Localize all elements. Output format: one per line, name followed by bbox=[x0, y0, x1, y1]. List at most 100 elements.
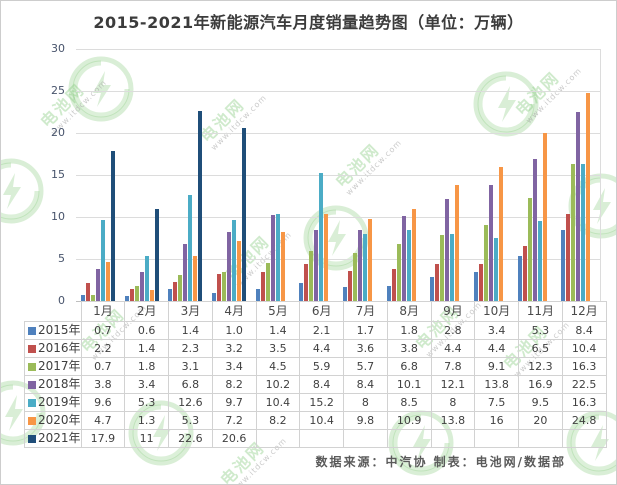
value-cell bbox=[518, 429, 563, 448]
bar bbox=[391, 269, 396, 301]
bar bbox=[411, 209, 416, 301]
year-label: 2018年 bbox=[38, 377, 81, 391]
value-cell: 10.9 bbox=[386, 411, 432, 430]
value-cell: 1.8 bbox=[386, 321, 432, 340]
value-cell: 9.8 bbox=[343, 411, 388, 430]
bar bbox=[154, 208, 159, 301]
legend-swatch-icon bbox=[28, 345, 36, 353]
bar bbox=[401, 216, 406, 301]
bar bbox=[473, 272, 478, 301]
y-axis-labels: 0 5 10 15 20 25 30 bbox=[39, 42, 71, 307]
bar bbox=[80, 295, 85, 301]
y-axis-tick-label: 25 bbox=[51, 84, 65, 97]
bar-group bbox=[382, 49, 426, 301]
bar bbox=[85, 282, 90, 301]
value-cell: 16 bbox=[474, 411, 520, 430]
watermark-text: 电池网 www.itdcw.com bbox=[217, 436, 311, 484]
bar bbox=[324, 213, 329, 301]
value-cell: 15.2 bbox=[299, 393, 345, 412]
value-cell: 8.4 bbox=[299, 375, 345, 394]
year-legend-cell: 2019年 bbox=[24, 393, 82, 412]
bar bbox=[231, 219, 236, 301]
bar-group bbox=[338, 49, 382, 301]
bar bbox=[406, 229, 411, 301]
value-cell: 5.9 bbox=[299, 357, 345, 376]
bar-groups bbox=[76, 49, 600, 301]
value-cell: 8.4 bbox=[343, 375, 388, 394]
page-title: 2015-2021年新能源汽车月度销量趋势图（单位：万辆） bbox=[93, 13, 524, 32]
y-axis-tick-label: 5 bbox=[58, 252, 65, 265]
value-cell: 3.4 bbox=[211, 357, 257, 376]
value-cell: 8.2 bbox=[255, 411, 301, 430]
bar bbox=[367, 218, 372, 301]
value-cell: 4.4 bbox=[474, 339, 520, 358]
value-cell: 1.4 bbox=[168, 321, 213, 340]
value-cell: 1.0 bbox=[211, 321, 257, 340]
value-cell: 0.7 bbox=[80, 357, 126, 376]
bar bbox=[342, 286, 347, 301]
legend-swatch-icon bbox=[28, 363, 36, 371]
value-cell: 6.8 bbox=[168, 375, 213, 394]
gridline bbox=[76, 49, 600, 50]
bar bbox=[488, 185, 493, 301]
bar bbox=[581, 164, 586, 301]
table-row: 2017年 0.7 1.8 3.1 3.4 4.5 5.9 5.7 6.8 7.8 9.1 12.3 1… bbox=[24, 357, 607, 376]
value-cell: 16.9 bbox=[518, 375, 563, 394]
value-cell: 2.8 bbox=[430, 321, 476, 340]
legend-swatch-icon bbox=[28, 327, 36, 335]
table-row: 2021年 17.9 11 22.6 20.6 bbox=[24, 429, 607, 448]
bar bbox=[352, 253, 357, 301]
value-cell: 1.4 bbox=[124, 339, 170, 358]
value-cell: 0.7 bbox=[80, 321, 126, 340]
table-row: 2020年 4.7 1.3 5.3 7.2 8.2 10.4 9.8 10.9 13.8 16 20 2… bbox=[24, 411, 607, 430]
month-header-cell: 10月 bbox=[474, 301, 520, 322]
bar bbox=[216, 274, 221, 301]
year-label: 2021年 bbox=[38, 431, 81, 445]
value-cell bbox=[299, 429, 345, 448]
bar bbox=[362, 233, 367, 301]
bar bbox=[576, 112, 581, 301]
bar bbox=[386, 285, 391, 301]
bar-group bbox=[207, 49, 251, 301]
value-cell: 16.3 bbox=[561, 393, 607, 412]
value-cell: 3.5 bbox=[255, 339, 301, 358]
bar bbox=[275, 213, 280, 301]
bar bbox=[198, 111, 203, 301]
gridline bbox=[76, 259, 600, 260]
y-axis-tick-label: 20 bbox=[51, 126, 65, 139]
value-cell bbox=[474, 429, 520, 448]
bar-group bbox=[556, 49, 600, 301]
value-cell: 8.5 bbox=[386, 393, 432, 412]
year-legend-cell: 2018年 bbox=[24, 375, 82, 394]
value-cell: 2.2 bbox=[80, 339, 126, 358]
value-cell: 9.5 bbox=[518, 393, 563, 412]
value-cell: 2.1 bbox=[299, 321, 345, 340]
year-label: 2020年 bbox=[38, 413, 81, 427]
bar bbox=[396, 243, 401, 301]
value-cell: 12.3 bbox=[518, 357, 563, 376]
bar bbox=[188, 195, 193, 301]
value-cell: 22.6 bbox=[168, 429, 213, 448]
value-cell: 8.2 bbox=[211, 375, 257, 394]
month-header-cell: 3月 bbox=[168, 301, 213, 322]
value-cell: 4.4 bbox=[299, 339, 345, 358]
bar-group bbox=[513, 49, 557, 301]
value-cell: 1.8 bbox=[124, 357, 170, 376]
bar bbox=[144, 256, 149, 301]
table-row: 2018年 3.8 3.4 6.8 8.2 10.2 8.4 8.4 10.1 12.1 13.8 1… bbox=[24, 375, 607, 394]
bar bbox=[537, 221, 542, 301]
y-axis-tick-label: 30 bbox=[51, 42, 65, 55]
value-cell: 10.4 bbox=[255, 393, 301, 412]
value-cell: 12.1 bbox=[430, 375, 476, 394]
bar bbox=[105, 261, 110, 301]
value-cell: 3.4 bbox=[124, 375, 170, 394]
bar bbox=[149, 290, 154, 301]
value-cell: 10.1 bbox=[386, 375, 432, 394]
value-cell: 11 bbox=[124, 429, 170, 448]
value-cell: 0.6 bbox=[124, 321, 170, 340]
y-axis-tick-label: 0 bbox=[58, 294, 65, 307]
bar bbox=[255, 289, 260, 301]
value-cell: 17.9 bbox=[80, 429, 126, 448]
bar bbox=[129, 289, 134, 301]
bar bbox=[168, 289, 173, 301]
